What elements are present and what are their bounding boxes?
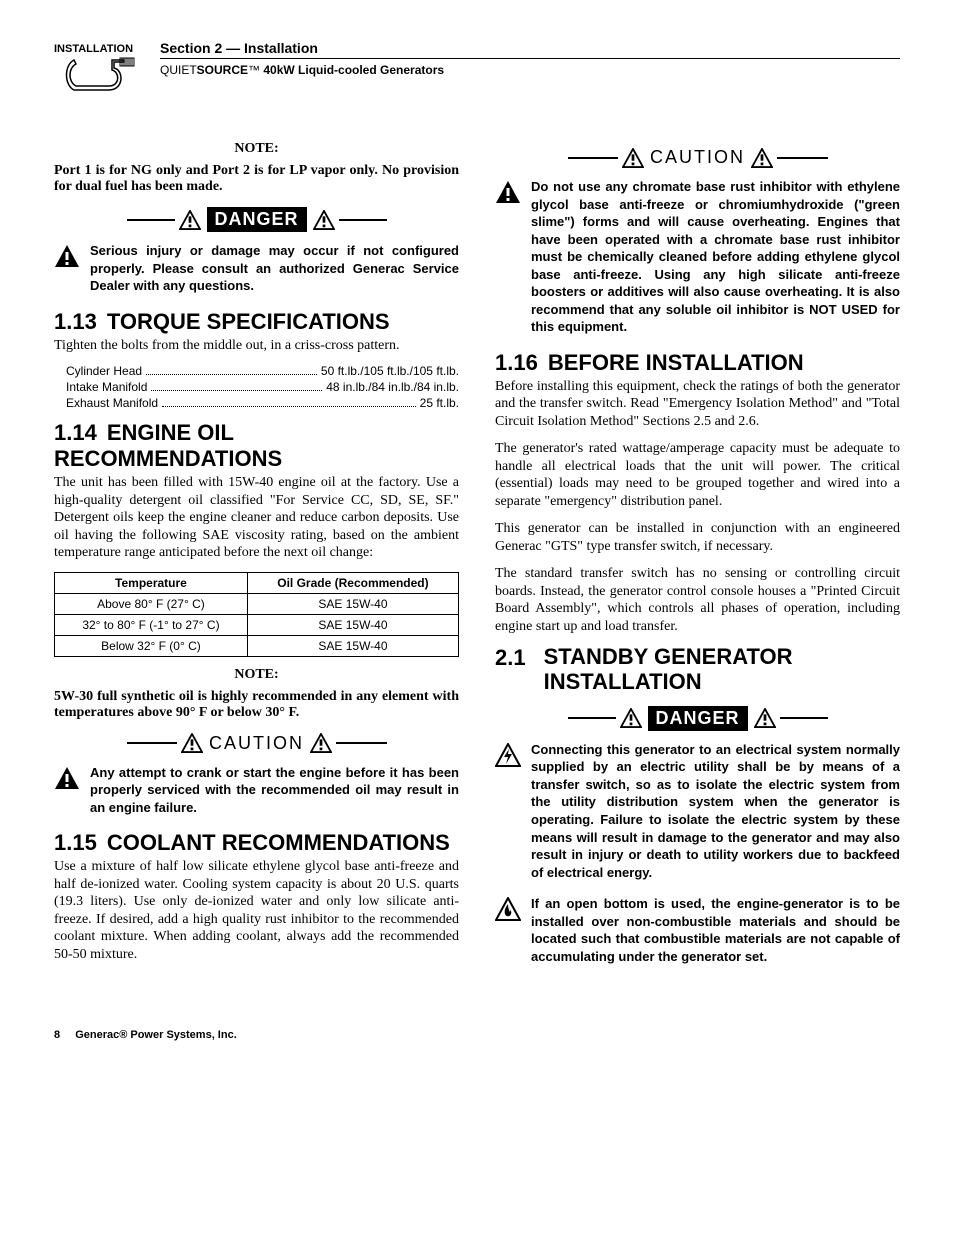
danger-banner: DANGER xyxy=(568,706,828,731)
warning-triangle-solid-icon xyxy=(54,244,80,268)
warning-triangle-solid-icon xyxy=(54,766,80,790)
body-1-14: The unit has been filled with 15W-40 eng… xyxy=(54,474,459,562)
danger-banner: DANGER xyxy=(127,207,387,232)
heading-1-13: 1.13TORQUE SPECIFICATIONS xyxy=(54,309,459,335)
danger-word: DANGER xyxy=(648,706,748,731)
installation-word-svg: INSTALLATION xyxy=(54,43,133,55)
electric-hazard-icon xyxy=(495,743,521,767)
danger-block: Connecting this generator to an electric… xyxy=(495,741,900,881)
note-body: 5W-30 full synthetic oil is highly recom… xyxy=(54,689,459,721)
table-cell: Above 80° F (27° C) xyxy=(55,593,248,614)
caution-banner: CAUTION xyxy=(568,147,828,168)
table-header: Temperature xyxy=(55,572,248,593)
table-cell: 32° to 80° F (-1° to 27° C) xyxy=(55,614,248,635)
note-label: NOTE: xyxy=(54,667,459,683)
table-row: Above 80° F (27° C)SAE 15W-40 xyxy=(55,593,459,614)
right-column: CAUTION Do not use any chromate base rus… xyxy=(495,135,900,979)
caution-block: Any attempt to crank or start the engine… xyxy=(54,764,459,817)
warning-triangle-icon xyxy=(622,148,644,168)
spec-line: Intake Manifold 48 in.lb./84 in.lb./84 in… xyxy=(66,380,459,394)
warning-triangle-icon xyxy=(181,733,203,753)
warning-triangle-icon xyxy=(751,148,773,168)
table-header: Oil Grade (Recommended) xyxy=(247,572,458,593)
table-row: Below 32° F (0° C)SAE 15W-40 xyxy=(55,635,459,656)
spec-line: Cylinder Head 50 ft.lb./105 ft.lb./105 ft… xyxy=(66,364,459,378)
heading-1-14: 1.14ENGINE OIL RECOMMENDATIONS xyxy=(54,420,459,472)
company-name: Generac® Power Systems, Inc. xyxy=(75,1029,237,1041)
caution-banner: CAUTION xyxy=(127,733,387,754)
table-cell: SAE 15W-40 xyxy=(247,635,458,656)
page-header: INSTALLATION Section 2 — Installation QU… xyxy=(54,40,900,105)
caution-word: CAUTION xyxy=(650,147,745,168)
spec-label: Intake Manifold xyxy=(66,380,147,394)
warning-triangle-icon xyxy=(620,708,642,728)
two-column-layout: NOTE: Port 1 is for NG only and Port 2 i… xyxy=(54,135,900,979)
page-number: 8 xyxy=(54,1029,60,1041)
spec-value: 25 ft.lb. xyxy=(420,396,459,410)
warning-triangle-icon xyxy=(179,210,201,230)
body-1-16-p4: The standard transfer switch has no sens… xyxy=(495,565,900,635)
fire-hazard-icon xyxy=(495,897,521,921)
table-cell: SAE 15W-40 xyxy=(247,614,458,635)
header-text: Section 2 — Installation QUIETSOURCE™ 40… xyxy=(160,40,900,77)
page-footer: 8 Generac® Power Systems, Inc. xyxy=(54,1029,900,1041)
caution-word: CAUTION xyxy=(209,733,304,754)
caution-text: Any attempt to crank or start the engine… xyxy=(90,764,459,817)
torque-spec-list: Cylinder Head 50 ft.lb./105 ft.lb./105 ft… xyxy=(54,364,459,410)
table-cell: SAE 15W-40 xyxy=(247,593,458,614)
danger-block: Serious injury or damage may occur if no… xyxy=(54,242,459,295)
spec-line: Exhaust Manifold 25 ft.lb. xyxy=(66,396,459,410)
warning-triangle-icon xyxy=(754,708,776,728)
body-1-13: Tighten the bolts from the middle out, i… xyxy=(54,337,459,355)
heading-1-16: 1.16BEFORE INSTALLATION xyxy=(495,350,900,376)
table-cell: Below 32° F (0° C) xyxy=(55,635,248,656)
danger-word: DANGER xyxy=(207,207,307,232)
caution-block: Do not use any chromate base rust inhibi… xyxy=(495,178,900,336)
warning-triangle-icon xyxy=(310,733,332,753)
warning-triangle-icon xyxy=(313,210,335,230)
section-title: Section 2 — Installation xyxy=(160,40,900,59)
spec-label: Cylinder Head xyxy=(66,364,142,378)
table-row: 32° to 80° F (-1° to 27° C)SAE 15W-40 xyxy=(55,614,459,635)
spec-label: Exhaust Manifold xyxy=(66,396,158,410)
left-column: NOTE: Port 1 is for NG only and Port 2 i… xyxy=(54,135,459,979)
oil-grade-table: Temperature Oil Grade (Recommended) Abov… xyxy=(54,572,459,657)
body-1-16-p2: The generator's rated wattage/amperage c… xyxy=(495,440,900,510)
body-1-16-p1: Before installing this equipment, check … xyxy=(495,378,900,431)
spec-value: 50 ft.lb./105 ft.lb./105 ft.lb. xyxy=(321,364,459,378)
header-subtitle: QUIETSOURCE™ 40kW Liquid-cooled Generato… xyxy=(160,63,900,77)
heading-2-1: 2.1 STANDBY GENERATOR INSTALLATION xyxy=(495,645,900,693)
note-label: NOTE: xyxy=(54,141,459,157)
danger-text: Connecting this generator to an electric… xyxy=(531,741,900,881)
heading-1-15: 1.15COOLANT RECOMMENDATIONS xyxy=(54,830,459,856)
note-body: Port 1 is for NG only and Port 2 is for … xyxy=(54,163,459,195)
body-1-16-p3: This generator can be installed in conju… xyxy=(495,520,900,555)
danger-block: If an open bottom is used, the engine-ge… xyxy=(495,895,900,965)
danger-text: If an open bottom is used, the engine-ge… xyxy=(531,895,900,965)
installation-icon: INSTALLATION xyxy=(54,40,144,105)
caution-text: Do not use any chromate base rust inhibi… xyxy=(531,178,900,336)
spec-value: 48 in.lb./84 in.lb./84 in.lb. xyxy=(326,380,459,394)
body-1-15: Use a mixture of half low silicate ethyl… xyxy=(54,858,459,963)
danger-text: Serious injury or damage may occur if no… xyxy=(90,242,459,295)
warning-triangle-solid-icon xyxy=(495,180,521,204)
